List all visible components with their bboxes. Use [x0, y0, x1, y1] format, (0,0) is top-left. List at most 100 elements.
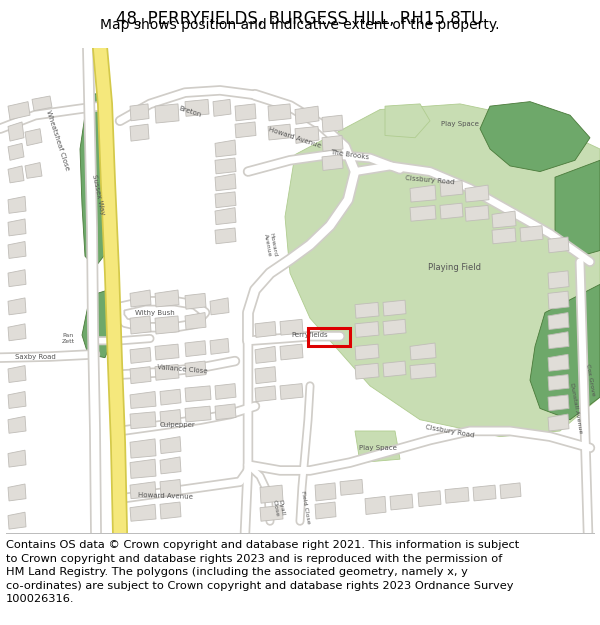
- Polygon shape: [160, 437, 181, 454]
- Polygon shape: [473, 485, 496, 501]
- Polygon shape: [492, 228, 516, 244]
- Polygon shape: [25, 129, 42, 146]
- Polygon shape: [8, 122, 24, 141]
- Polygon shape: [160, 479, 181, 496]
- Polygon shape: [130, 412, 156, 429]
- Polygon shape: [130, 439, 156, 458]
- Polygon shape: [390, 494, 413, 510]
- Polygon shape: [418, 491, 441, 506]
- Polygon shape: [215, 384, 236, 399]
- Polygon shape: [130, 124, 149, 141]
- Polygon shape: [213, 99, 231, 116]
- Polygon shape: [355, 302, 379, 318]
- Polygon shape: [215, 404, 236, 420]
- Polygon shape: [322, 136, 343, 151]
- Polygon shape: [548, 237, 569, 252]
- Polygon shape: [255, 367, 276, 384]
- Polygon shape: [8, 366, 26, 382]
- Text: Culpepper: Culpepper: [160, 422, 196, 428]
- Polygon shape: [548, 374, 569, 391]
- Polygon shape: [185, 341, 206, 356]
- Polygon shape: [355, 363, 379, 379]
- Polygon shape: [8, 512, 26, 529]
- Text: Perryfields: Perryfields: [292, 332, 328, 338]
- Polygon shape: [155, 364, 179, 380]
- Polygon shape: [255, 386, 276, 402]
- Text: The Brooks: The Brooks: [330, 149, 370, 161]
- Text: Map shows position and indicative extent of the property.: Map shows position and indicative extent…: [100, 18, 500, 32]
- Polygon shape: [185, 312, 206, 329]
- Polygon shape: [548, 395, 569, 411]
- Polygon shape: [548, 414, 569, 431]
- Polygon shape: [548, 332, 569, 349]
- Polygon shape: [185, 293, 206, 309]
- Polygon shape: [130, 316, 151, 334]
- Polygon shape: [340, 479, 363, 495]
- Polygon shape: [492, 211, 516, 228]
- Polygon shape: [410, 363, 436, 379]
- Text: Breton: Breton: [178, 106, 202, 118]
- Polygon shape: [215, 140, 236, 157]
- Polygon shape: [25, 162, 42, 178]
- Polygon shape: [548, 312, 569, 329]
- Polygon shape: [8, 416, 26, 433]
- Polygon shape: [80, 92, 115, 268]
- Polygon shape: [8, 166, 24, 183]
- Polygon shape: [235, 122, 256, 138]
- Text: Cissbury Road: Cissbury Road: [425, 424, 475, 438]
- Polygon shape: [8, 298, 26, 315]
- Polygon shape: [260, 506, 283, 521]
- Polygon shape: [355, 322, 379, 338]
- Polygon shape: [8, 484, 26, 501]
- Polygon shape: [160, 409, 181, 426]
- Polygon shape: [280, 319, 303, 335]
- Text: Contains OS data © Crown copyright and database right 2021. This information is : Contains OS data © Crown copyright and d…: [6, 540, 519, 604]
- Polygon shape: [295, 106, 319, 124]
- Polygon shape: [215, 228, 236, 244]
- Polygon shape: [548, 354, 569, 371]
- Polygon shape: [130, 367, 151, 384]
- Polygon shape: [130, 391, 156, 408]
- Polygon shape: [130, 459, 156, 478]
- Text: Play Space: Play Space: [441, 121, 479, 127]
- Polygon shape: [215, 192, 236, 208]
- Polygon shape: [548, 291, 569, 309]
- Polygon shape: [383, 361, 406, 377]
- Polygon shape: [445, 488, 469, 503]
- Polygon shape: [440, 203, 463, 219]
- Polygon shape: [155, 104, 179, 123]
- Polygon shape: [32, 96, 52, 111]
- Polygon shape: [8, 196, 26, 213]
- Polygon shape: [130, 348, 151, 363]
- Polygon shape: [185, 386, 211, 402]
- Polygon shape: [255, 346, 276, 363]
- Polygon shape: [410, 343, 436, 360]
- Polygon shape: [210, 298, 229, 315]
- Polygon shape: [480, 102, 590, 172]
- Polygon shape: [255, 322, 276, 338]
- Polygon shape: [8, 241, 26, 258]
- Polygon shape: [465, 185, 489, 202]
- Polygon shape: [82, 290, 112, 357]
- Polygon shape: [465, 206, 489, 221]
- Polygon shape: [295, 126, 319, 143]
- Polygon shape: [215, 174, 236, 191]
- Polygon shape: [160, 457, 181, 474]
- Bar: [308, 328, 350, 346]
- Polygon shape: [520, 226, 543, 241]
- Text: Saxby Road: Saxby Road: [14, 354, 55, 359]
- Text: Withy Bush: Withy Bush: [135, 309, 175, 316]
- Text: Playing Field: Playing Field: [428, 263, 482, 272]
- Polygon shape: [440, 181, 463, 196]
- Polygon shape: [8, 219, 26, 236]
- Text: Field Close: Field Close: [299, 491, 310, 524]
- Text: Dyall
Close: Dyall Close: [271, 498, 285, 517]
- Polygon shape: [210, 339, 229, 354]
- Polygon shape: [280, 344, 303, 360]
- Polygon shape: [555, 160, 600, 256]
- Polygon shape: [215, 158, 236, 174]
- Polygon shape: [8, 450, 26, 467]
- Polygon shape: [383, 319, 406, 335]
- Polygon shape: [160, 389, 181, 405]
- Polygon shape: [8, 102, 30, 119]
